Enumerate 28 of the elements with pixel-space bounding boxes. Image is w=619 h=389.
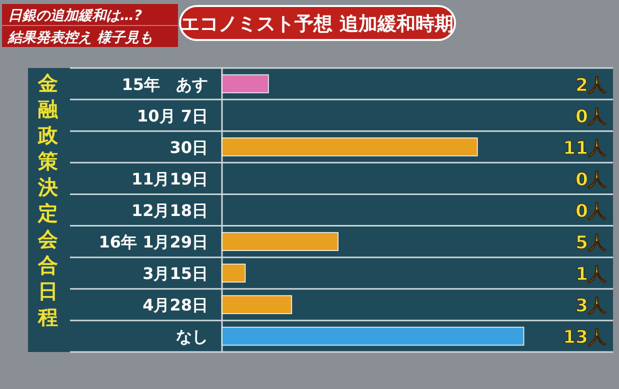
- y-tick-label: なし: [176, 327, 208, 346]
- y-tick-label: 12月18日: [131, 201, 208, 220]
- y-tick-label: 11月19日: [131, 169, 208, 188]
- data-label: 1人: [575, 264, 607, 286]
- text: 金融政策決定会合日程: [38, 71, 58, 329]
- text: 結果発表控え 様子見も: [7, 30, 153, 46]
- chart-title: エコノミスト予想 追加緩和時期: [180, 13, 454, 35]
- text: 日銀の追加緩和は…?: [8, 7, 142, 24]
- bar: [222, 137, 478, 156]
- bar: [222, 74, 269, 94]
- bar: [222, 264, 246, 283]
- bar: [222, 326, 524, 346]
- y-tick-label: 4月28日: [142, 296, 208, 315]
- y-tick-label: 3月15日: [142, 264, 208, 284]
- data-label: 13人: [562, 327, 607, 348]
- y-tick-label: 15年 あす: [122, 74, 208, 94]
- bar: [222, 295, 292, 314]
- data-label: 5人: [575, 232, 607, 254]
- y-tick-label: 30日: [170, 138, 208, 157]
- bar: [222, 232, 338, 251]
- y-tick-label: 10月 7日: [137, 106, 208, 126]
- data-label: 0人: [575, 201, 607, 222]
- data-label: 2人: [575, 74, 607, 96]
- y-tick-label: 16年 1月29日: [98, 232, 208, 252]
- data-label: 0人: [575, 106, 607, 128]
- data-label: 11人: [562, 138, 607, 159]
- data-label: 0人: [575, 169, 607, 190]
- data-label: 3人: [575, 296, 607, 317]
